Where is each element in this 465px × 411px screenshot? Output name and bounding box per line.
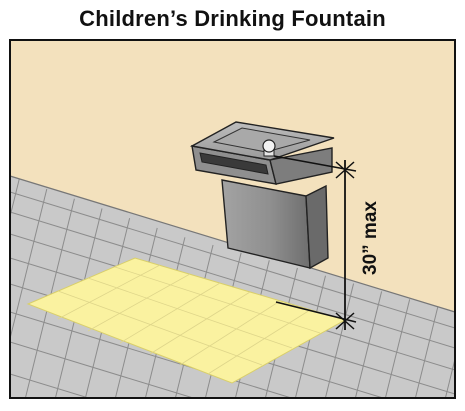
- fountain-housing-side: [305, 184, 329, 270]
- dimension-30in-max: [273, 155, 357, 330]
- diagram-frame: [9, 39, 456, 399]
- fountain-bowl: [212, 127, 311, 153]
- fountain-spout-icon: [262, 139, 276, 157]
- fountain-basin-slot: [199, 152, 269, 175]
- fountain-basin-side: [269, 147, 333, 185]
- clear-floor-space-grid: [57, 264, 321, 375]
- dimension-label: 30” max: [360, 201, 381, 275]
- fountain-unit: [189, 121, 335, 270]
- diagram-title: Children’s Drinking Fountain: [79, 6, 386, 31]
